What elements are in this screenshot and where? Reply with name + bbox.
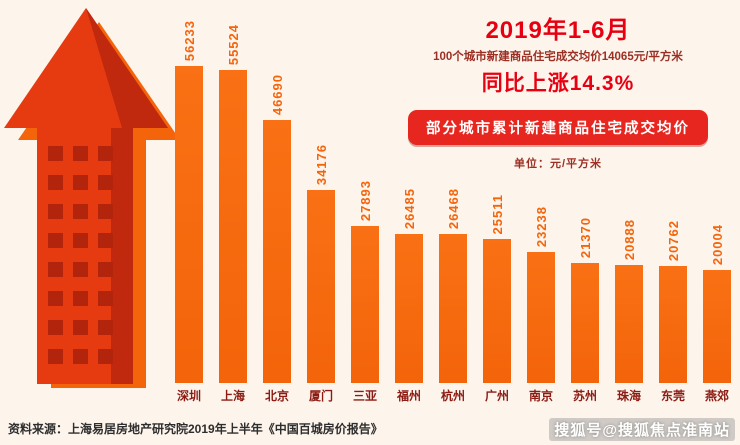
bar-column: 55524 上海 xyxy=(217,24,249,405)
bar-city-label: 深圳 xyxy=(176,389,201,403)
bar-city-label: 南京 xyxy=(528,389,553,403)
bar-city-label: 北京 xyxy=(264,389,289,403)
bar-value-label: 21370 xyxy=(577,216,593,258)
bar xyxy=(527,252,555,383)
bar-value-label: 25511 xyxy=(489,193,505,234)
bar-city-label: 厦门 xyxy=(308,389,333,403)
bar-value-label: 34176 xyxy=(313,143,329,185)
bar-value-label: 27893 xyxy=(357,179,373,221)
bar-city-label: 燕郊 xyxy=(704,389,729,403)
bar xyxy=(307,190,335,383)
bar-city-label: 广州 xyxy=(484,389,509,403)
bar-column: 25511 广州 xyxy=(481,194,513,405)
bar xyxy=(615,265,643,383)
bar xyxy=(395,234,423,383)
bar xyxy=(351,226,379,383)
avg-price-subtitle: 100个城市新建商品住宅成交均价14065元/平方米 xyxy=(433,51,683,63)
watermark: 搜狐号@搜狐焦点淮南站 xyxy=(549,418,735,441)
bar-value-label: 23238 xyxy=(533,205,549,247)
bar-value-label: 55524 xyxy=(225,23,241,65)
bar-column: 20762 东莞 xyxy=(657,220,689,405)
header: 2019年1-6月 100个城市新建商品住宅成交均价14065元/平方米 同比上… xyxy=(384,10,732,171)
bar-city-label: 苏州 xyxy=(572,389,597,403)
bar-city-label: 珠海 xyxy=(616,389,641,403)
bar-value-label: 46690 xyxy=(269,73,285,115)
bar xyxy=(175,66,203,383)
bar xyxy=(703,270,731,383)
bar xyxy=(439,234,467,383)
yoy-increase: 同比上涨14.3% xyxy=(481,72,635,95)
building-windows xyxy=(48,146,113,364)
bar-value-label: 20888 xyxy=(621,218,637,260)
unit-label: 单位：元/平方米 xyxy=(513,158,603,170)
bar-value-label: 56233 xyxy=(181,19,197,61)
bar-chart: 56233 深圳 55524 上海 46690 北京 34176 厦门 27893 三亚 26485… xyxy=(173,20,733,405)
bar-column: 21370 苏州 xyxy=(569,217,601,405)
bar-column: 56233 深圳 xyxy=(173,20,205,405)
bar-value-label: 20004 xyxy=(709,223,725,265)
chart-title-banner: 部分城市累计新建商品住宅成交均价 xyxy=(408,110,708,145)
bar xyxy=(483,239,511,383)
arrow-shaft-shade xyxy=(111,128,133,384)
bar xyxy=(659,266,687,383)
bar-city-label: 三亚 xyxy=(352,389,377,403)
bar-column: 20004 燕郊 xyxy=(701,224,733,405)
bar-column: 46690 北京 xyxy=(261,74,293,405)
bar-column: 26468 杭州 xyxy=(437,188,469,405)
arrow-head-shade xyxy=(86,8,168,128)
building-arrow-icon xyxy=(4,8,180,388)
bar-city-label: 上海 xyxy=(220,389,245,403)
bar-column: 20888 珠海 xyxy=(613,219,645,405)
bar-column: 26485 福州 xyxy=(393,188,425,405)
bar xyxy=(263,120,291,383)
bar-column: 34176 厦门 xyxy=(305,144,337,405)
bar-city-label: 福州 xyxy=(396,389,421,403)
bar xyxy=(571,263,599,383)
bar-column: 23238 南京 xyxy=(525,206,557,405)
period-title: 2019年1-6月 xyxy=(485,17,631,44)
bar-city-label: 东莞 xyxy=(660,389,685,403)
source-note: 资料来源：上海易居房地产研究院2019年上半年《中国百城房价报告》 xyxy=(8,422,383,436)
bar-column: 27893 三亚 xyxy=(349,180,381,405)
bar-value-label: 20762 xyxy=(665,219,681,261)
bar xyxy=(219,70,247,383)
bar-city-label: 杭州 xyxy=(440,389,465,403)
bar-value-label: 26468 xyxy=(445,187,461,229)
bar-value-label: 26485 xyxy=(401,187,417,229)
building-arrow-graphic xyxy=(0,6,180,388)
